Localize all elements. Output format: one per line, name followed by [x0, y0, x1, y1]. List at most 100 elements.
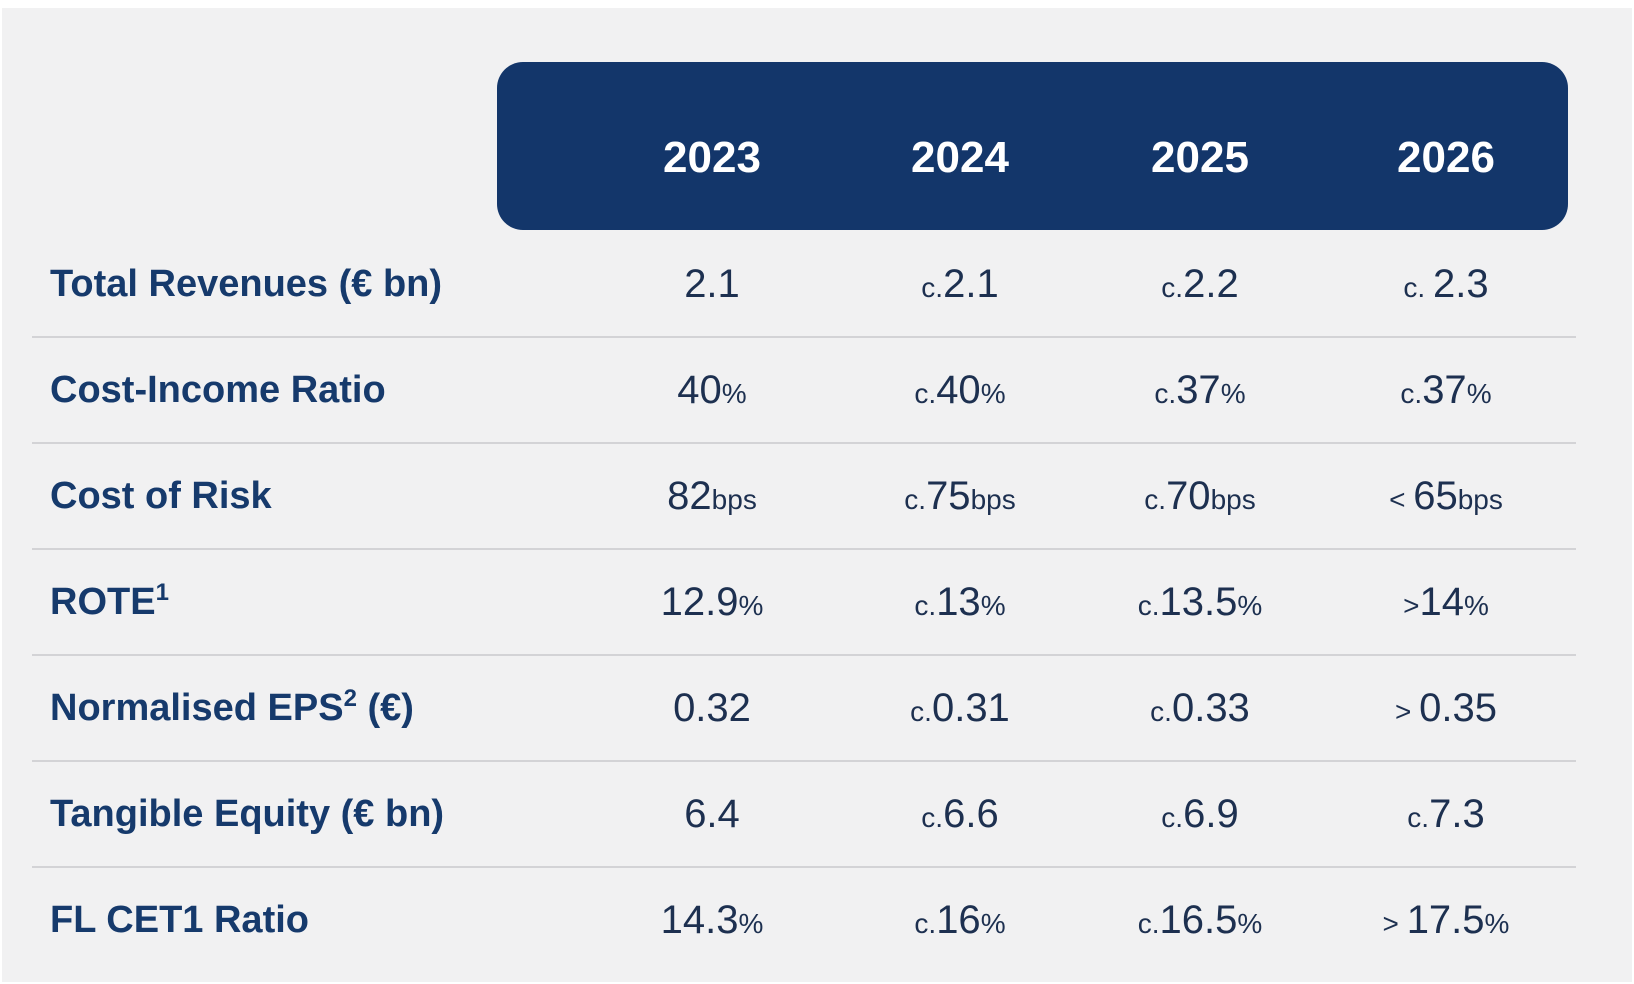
value-qualifier: > [1382, 908, 1407, 939]
value-unit: % [1484, 908, 1510, 939]
table-row: Cost of Risk 82bps c.75bps c.70bps < 65bps [32, 444, 1576, 550]
value-qualifier: c. [914, 590, 937, 621]
table-cell-2023: 14.3% [572, 896, 852, 953]
value-unit: % [1220, 378, 1246, 409]
table-cell-2024: c.6.6 [820, 790, 1100, 847]
value-number: 6.9 [1183, 792, 1239, 836]
row-divider [32, 548, 1576, 550]
table-cell-2024: c.75bps [820, 472, 1100, 529]
table-cell-2026: > 17.5% [1306, 896, 1586, 953]
value-qualifier: c. [921, 802, 944, 833]
column-header-2026: 2026 [1397, 133, 1495, 182]
value-number: 75 [926, 474, 971, 518]
value-number: 14 [1419, 580, 1464, 624]
value-number: 2.1 [943, 262, 999, 306]
value-number: 13 [936, 580, 981, 624]
value-unit: % [980, 590, 1006, 621]
table-row: Cost-Income Ratio 40% c.40% c.37% c.37% [32, 338, 1576, 444]
table-row: Tangible Equity (€ bn) 6.4 c.6.6 c.6.9 c.7.3 [32, 762, 1576, 868]
value-qualifier: c. [1150, 696, 1172, 727]
value-qualifier: c. [1137, 590, 1160, 621]
value-number: 65 [1413, 474, 1458, 518]
row-label: Cost of Risk [50, 475, 272, 517]
value-qualifier: c. [1137, 908, 1160, 939]
value-number: 0.32 [673, 686, 751, 730]
column-header-2025: 2025 [1151, 133, 1249, 182]
row-label: Tangible Equity (€ bn) [50, 793, 445, 835]
table-cell-2026: c.7.3 [1306, 790, 1586, 847]
table-row: ROTE1 12.9% c.13% c.13.5% >14% [32, 550, 1576, 656]
value-qualifier: c. [921, 272, 944, 303]
table-cell-2026: > 0.35 [1306, 684, 1586, 741]
table-cell-2024: c.2.1 [820, 260, 1100, 317]
column-header-2023: 2023 [663, 133, 761, 182]
value-number: 12.9 [660, 580, 739, 624]
value-qualifier: > [1403, 590, 1420, 621]
table-cell-2024: c.0.31 [820, 684, 1100, 741]
value-number: 2.1 [684, 262, 740, 306]
table-cell-2026: c.37% [1306, 366, 1586, 423]
value-unit: % [1463, 590, 1489, 621]
value-number: 40 [677, 368, 722, 412]
row-label: ROTE1 [50, 579, 169, 624]
value-number: 17.5 [1406, 898, 1485, 942]
year-header-band [497, 62, 1568, 230]
row-divider [32, 442, 1576, 444]
value-unit: % [980, 908, 1006, 939]
table-cell-2025: c.16.5% [1060, 896, 1340, 953]
row-label: Normalised EPS2 (€) [50, 685, 414, 730]
table-cell-2023: 2.1 [572, 260, 852, 317]
value-number: 37 [1422, 368, 1467, 412]
value-qualifier: c. [1400, 378, 1423, 409]
table-cell-2025: c.6.9 [1060, 790, 1340, 847]
table-cell-2026: < 65bps [1306, 472, 1586, 529]
value-number: 2.3 [1432, 262, 1489, 306]
table-cell-2024: c.13% [820, 578, 1100, 635]
value-qualifier: c. [910, 696, 932, 727]
value-number: 0.33 [1171, 686, 1250, 730]
table-cell-2023: 0.32 [572, 684, 852, 741]
row-divider [32, 866, 1576, 868]
value-number: 6.6 [943, 792, 999, 836]
value-number: 0.31 [931, 686, 1010, 730]
value-unit: bps [1457, 484, 1503, 515]
value-unit: bps [970, 484, 1016, 515]
value-number: 82 [667, 474, 712, 518]
value-unit: % [738, 908, 764, 939]
column-header-2024: 2024 [911, 133, 1009, 182]
table-cell-2024: c.16% [820, 896, 1100, 953]
value-qualifier: c. [914, 378, 937, 409]
row-label: Cost-Income Ratio [50, 369, 386, 411]
table-row: Normalised EPS2 (€) 0.32 c.0.31 c.0.33 > 0.3… [32, 656, 1576, 762]
footnote-marker: 2 [343, 685, 357, 712]
value-qualifier: c. [1144, 484, 1167, 515]
row-divider [32, 760, 1576, 762]
value-number: 16 [936, 898, 981, 942]
table-cell-2024: c.40% [820, 366, 1100, 423]
value-qualifier: c. [1154, 378, 1177, 409]
value-qualifier: < [1389, 484, 1414, 515]
table-cell-2025: c.0.33 [1060, 684, 1340, 741]
row-divider [32, 336, 1576, 338]
value-qualifier: > [1395, 696, 1420, 727]
value-qualifier: c. [914, 908, 937, 939]
table-cell-2023: 6.4 [572, 790, 852, 847]
value-unit: % [721, 378, 747, 409]
table-row: FL CET1 Ratio 14.3% c.16% c.16.5% > 17.5% [32, 868, 1576, 974]
value-number: 2.2 [1183, 262, 1239, 306]
table-row: Total Revenues (€ bn) 2.1 c.2.1 c.2.2 c. 2.3 [32, 232, 1576, 338]
table-cell-2026: >14% [1306, 578, 1586, 635]
row-label: FL CET1 Ratio [50, 899, 309, 941]
value-number: 16.5 [1159, 898, 1238, 942]
table-cell-2025: c.37% [1060, 366, 1340, 423]
value-unit: % [738, 590, 764, 621]
value-unit: % [1466, 378, 1492, 409]
table-cell-2025: c.2.2 [1060, 260, 1340, 317]
table-cell-2023: 82bps [572, 472, 852, 529]
value-number: 37 [1176, 368, 1221, 412]
table-cell-2023: 12.9% [572, 578, 852, 635]
value-number: 0.35 [1419, 686, 1497, 730]
value-number: 13.5 [1159, 580, 1238, 624]
value-unit: bps [711, 484, 757, 515]
table-cell-2025: c.13.5% [1060, 578, 1340, 635]
